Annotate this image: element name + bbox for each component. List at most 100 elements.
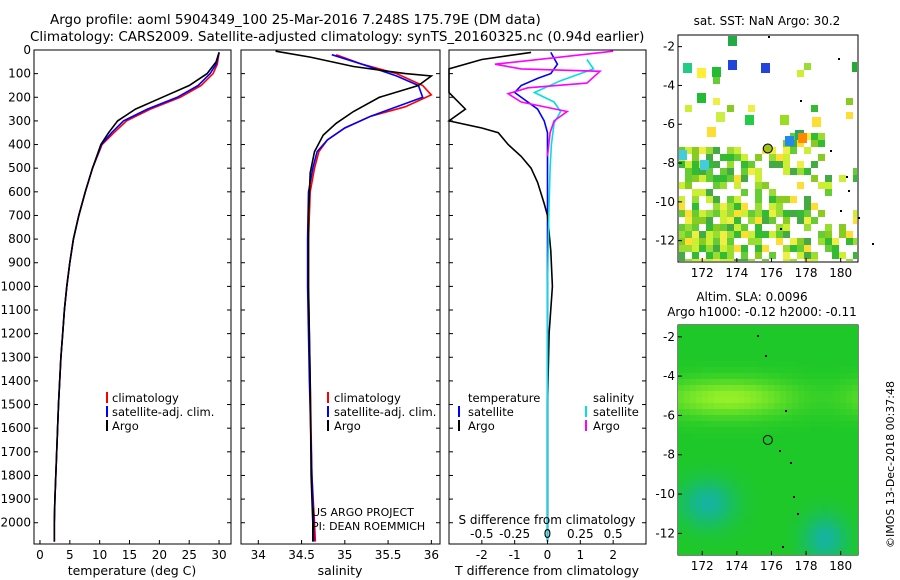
legend-label-argo: Argo <box>112 419 139 433</box>
sla-cell <box>726 463 732 469</box>
sla-cell <box>798 475 804 481</box>
sla-cell <box>714 469 720 475</box>
sla-cell <box>702 469 708 475</box>
sst-cell <box>812 117 821 127</box>
sla-cell <box>696 457 702 463</box>
sla-cell <box>714 493 720 499</box>
sla-cell <box>678 325 684 331</box>
sst-cell <box>727 105 734 112</box>
sla-cell <box>792 427 798 433</box>
map-y-tick-label: -8 <box>663 156 675 170</box>
sla-cell <box>780 541 786 547</box>
sla-cell <box>690 487 696 493</box>
sla-cell <box>738 475 744 481</box>
sla-cell <box>762 541 768 547</box>
sla-cell <box>768 541 774 547</box>
sla-cell <box>738 325 744 331</box>
sla-cell <box>786 499 792 505</box>
sla-cell <box>804 469 810 475</box>
sla-cell <box>822 445 828 451</box>
sla-cell <box>840 487 846 493</box>
sla-cell <box>762 385 768 391</box>
sst-cell <box>853 210 857 217</box>
sla-cell <box>708 511 714 517</box>
sla-cell <box>702 355 708 361</box>
sla-cell <box>726 427 732 433</box>
sst-cell <box>818 154 825 161</box>
y-tick-label: 1600 <box>0 421 31 435</box>
sla-cell <box>792 487 798 493</box>
sla-cell <box>684 493 690 499</box>
sla-cell <box>690 367 696 373</box>
sla-cell <box>828 547 834 553</box>
sst-cell <box>748 231 755 238</box>
sla-cell <box>732 517 738 523</box>
sst-cell <box>825 182 832 189</box>
sla-cell <box>840 361 846 367</box>
sst-cell <box>706 196 713 203</box>
y-tick-label: 0 <box>23 43 31 57</box>
sst-cell <box>700 160 709 170</box>
sla-cell <box>828 451 834 457</box>
sst-cell <box>748 217 755 224</box>
sst-cell <box>713 224 720 231</box>
sla-cell <box>678 457 684 463</box>
sla-cell <box>816 547 822 553</box>
sla-cell <box>744 427 750 433</box>
sst-cell <box>699 168 706 175</box>
sla-cell <box>816 427 822 433</box>
sla-cell <box>690 541 696 547</box>
sla-cell <box>792 451 798 457</box>
sla-cell <box>744 367 750 373</box>
sla-cell <box>822 415 828 421</box>
sla-cell <box>780 379 786 385</box>
x-tick-label: 25 <box>182 548 197 562</box>
sla-cell <box>756 445 762 451</box>
sla-cell <box>690 385 696 391</box>
x-tick-label: 15 <box>122 548 137 562</box>
sla-cell <box>804 439 810 445</box>
sla-cell <box>768 529 774 535</box>
sla-cell <box>774 355 780 361</box>
y-tick-label: 1700 <box>0 445 31 459</box>
sla-cell <box>786 553 792 555</box>
sla-cell <box>774 493 780 499</box>
sla-cell <box>696 475 702 481</box>
sst-cell <box>797 168 804 175</box>
sla-cell <box>708 409 714 415</box>
sla-cell <box>726 397 732 403</box>
sla-cell <box>774 463 780 469</box>
map-x-tick-label: 180 <box>829 559 852 573</box>
sst-cell <box>755 231 762 238</box>
sla-cell <box>786 505 792 511</box>
sst-cell <box>776 224 783 231</box>
sla-cell <box>798 541 804 547</box>
sla-cell <box>750 349 756 355</box>
sla-cell <box>678 349 684 355</box>
sla-cell <box>732 541 738 547</box>
sla-cell <box>750 373 756 379</box>
map-x-tick-label: 176 <box>760 559 783 573</box>
sla-cell <box>714 523 720 529</box>
sla-cell <box>756 349 762 355</box>
sst-cell <box>727 154 734 161</box>
sla-cell <box>852 337 858 343</box>
sla-cell <box>738 469 744 475</box>
sla-cell <box>846 469 852 475</box>
sla-cell <box>810 403 816 409</box>
sst-cell <box>699 175 706 182</box>
sst-cell <box>720 231 727 238</box>
header-line2: Climatology: CARS2009. Satellite-adjuste… <box>30 29 645 45</box>
sla-cell <box>780 523 786 529</box>
sla-cell <box>786 349 792 355</box>
sla-cell <box>768 343 774 349</box>
sla-cell <box>690 475 696 481</box>
sla-cell <box>678 481 684 487</box>
sla-cell <box>720 439 726 445</box>
sla-cell <box>780 553 786 555</box>
sla-cell <box>804 475 810 481</box>
sla-cell <box>816 403 822 409</box>
sla-cell <box>744 505 750 511</box>
y-tick-label: 1100 <box>0 303 31 317</box>
